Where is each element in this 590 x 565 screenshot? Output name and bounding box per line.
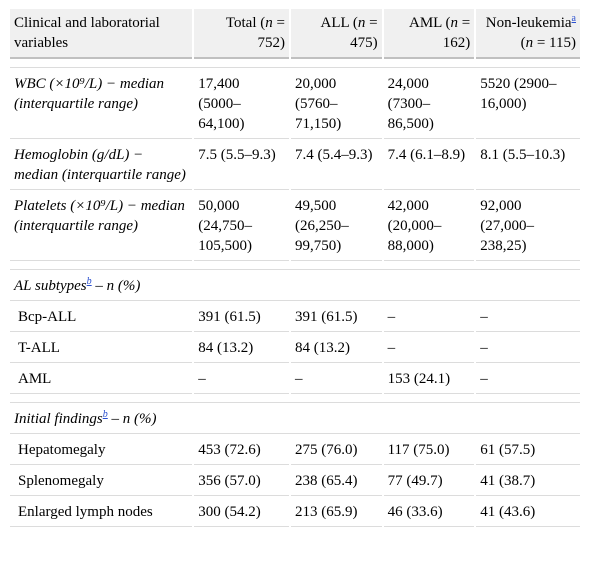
spacer-row — [10, 396, 580, 403]
row-label: AML — [10, 365, 193, 394]
cell-aml: 153 (24.1) — [383, 365, 475, 394]
row-label: Bcp-ALL — [10, 303, 193, 332]
footnote-b-link[interactable]: b — [102, 409, 108, 420]
cell-total: 50,000 (24,750–105,500) — [194, 192, 289, 261]
row-label: Hepatomegaly — [10, 436, 193, 465]
cell-total: 453 (72.6) — [194, 436, 289, 465]
spacer-row — [10, 61, 580, 68]
table-row-hepatomegaly: Hepatomegaly 453 (72.6) 275 (76.0) 117 (… — [10, 436, 580, 465]
cell-all: 20,000 (5760–71,150) — [290, 70, 382, 139]
cell-non-leukemia: 61 (57.5) — [476, 436, 580, 465]
table-row-t-all: T-ALL 84 (13.2) 84 (13.2) – – — [10, 334, 580, 363]
cell-non-leukemia: – — [476, 334, 580, 363]
cell-all: 275 (76.0) — [290, 436, 382, 465]
header-all: ALL (n = 475) — [290, 9, 382, 59]
cell-all: 49,500 (26,250–99,750) — [290, 192, 382, 261]
section-label: AL subtypesb – n (%) — [10, 272, 580, 301]
cell-aml: 46 (33.6) — [383, 498, 475, 527]
cell-all: 391 (61.5) — [290, 303, 382, 332]
cell-non-leukemia: – — [476, 365, 580, 394]
header-variables: Clinical and laboratorial variables — [10, 9, 193, 59]
row-label: Hemoglobin (g/dL) − median (interquartil… — [10, 141, 193, 190]
cell-all: 213 (65.9) — [290, 498, 382, 527]
footnote-a-link[interactable]: a — [571, 13, 576, 24]
section-label: Initial findingsb – n (%) — [10, 405, 580, 434]
cell-total: 84 (13.2) — [194, 334, 289, 363]
cell-aml: 24,000 (7300–86,500) — [383, 70, 475, 139]
table-row-wbc: WBC (×10⁹/L) − median (interquartile ran… — [10, 70, 580, 139]
table-row-aml: AML – – 153 (24.1) – — [10, 365, 580, 394]
cell-total: 7.5 (5.5–9.3) — [194, 141, 289, 190]
cell-total: 17,400 (5000–64,100) — [194, 70, 289, 139]
cell-all: 7.4 (5.4–9.3) — [290, 141, 382, 190]
table-row-enlarged-lymph-nodes: Enlarged lymph nodes 300 (54.2) 213 (65.… — [10, 498, 580, 527]
row-label: WBC (×10⁹/L) − median (interquartile ran… — [10, 70, 193, 139]
cell-all: 238 (65.4) — [290, 467, 382, 496]
table-row-hemoglobin: Hemoglobin (g/dL) − median (interquartil… — [10, 141, 580, 190]
clinical-variables-table: Clinical and laboratorial variables Tota… — [8, 7, 582, 529]
cell-total: 356 (57.0) — [194, 467, 289, 496]
spacer-row — [10, 263, 580, 270]
cell-aml: – — [383, 303, 475, 332]
cell-total: 300 (54.2) — [194, 498, 289, 527]
table-row-platelets: Platelets (×10⁹/L) − median (interquarti… — [10, 192, 580, 261]
cell-aml: 7.4 (6.1–8.9) — [383, 141, 475, 190]
table-row-bcp-all: Bcp-ALL 391 (61.5) 391 (61.5) – – — [10, 303, 580, 332]
cell-aml: 77 (49.7) — [383, 467, 475, 496]
cell-non-leukemia: 41 (38.7) — [476, 467, 580, 496]
cell-non-leukemia: 92,000 (27,000–238,25) — [476, 192, 580, 261]
cell-aml: 42,000 (20,000–88,000) — [383, 192, 475, 261]
header-aml: AML (n = 162) — [383, 9, 475, 59]
row-label: Splenomegaly — [10, 467, 193, 496]
table-row-initial-findings-header: Initial findingsb – n (%) — [10, 405, 580, 434]
cell-all: 84 (13.2) — [290, 334, 382, 363]
row-label: T-ALL — [10, 334, 193, 363]
table-row-splenomegaly: Splenomegaly 356 (57.0) 238 (65.4) 77 (4… — [10, 467, 580, 496]
cell-non-leukemia: 8.1 (5.5–10.3) — [476, 141, 580, 190]
cell-total: – — [194, 365, 289, 394]
cell-aml: – — [383, 334, 475, 363]
cell-non-leukemia: 41 (43.6) — [476, 498, 580, 527]
header-non-leukemia: Non-leukemiaa (n = 115) — [476, 9, 580, 59]
header-row: Clinical and laboratorial variables Tota… — [10, 9, 580, 59]
cell-non-leukemia: – — [476, 303, 580, 332]
header-total: Total (n = 752) — [194, 9, 289, 59]
cell-all: – — [290, 365, 382, 394]
row-label: Platelets (×10⁹/L) − median (interquarti… — [10, 192, 193, 261]
cell-non-leukemia: 5520 (2900–16,000) — [476, 70, 580, 139]
footnote-b-link[interactable]: b — [86, 276, 92, 287]
row-label: Enlarged lymph nodes — [10, 498, 193, 527]
cell-aml: 117 (75.0) — [383, 436, 475, 465]
table-row-al-subtypes-header: AL subtypesb – n (%) — [10, 272, 580, 301]
cell-total: 391 (61.5) — [194, 303, 289, 332]
